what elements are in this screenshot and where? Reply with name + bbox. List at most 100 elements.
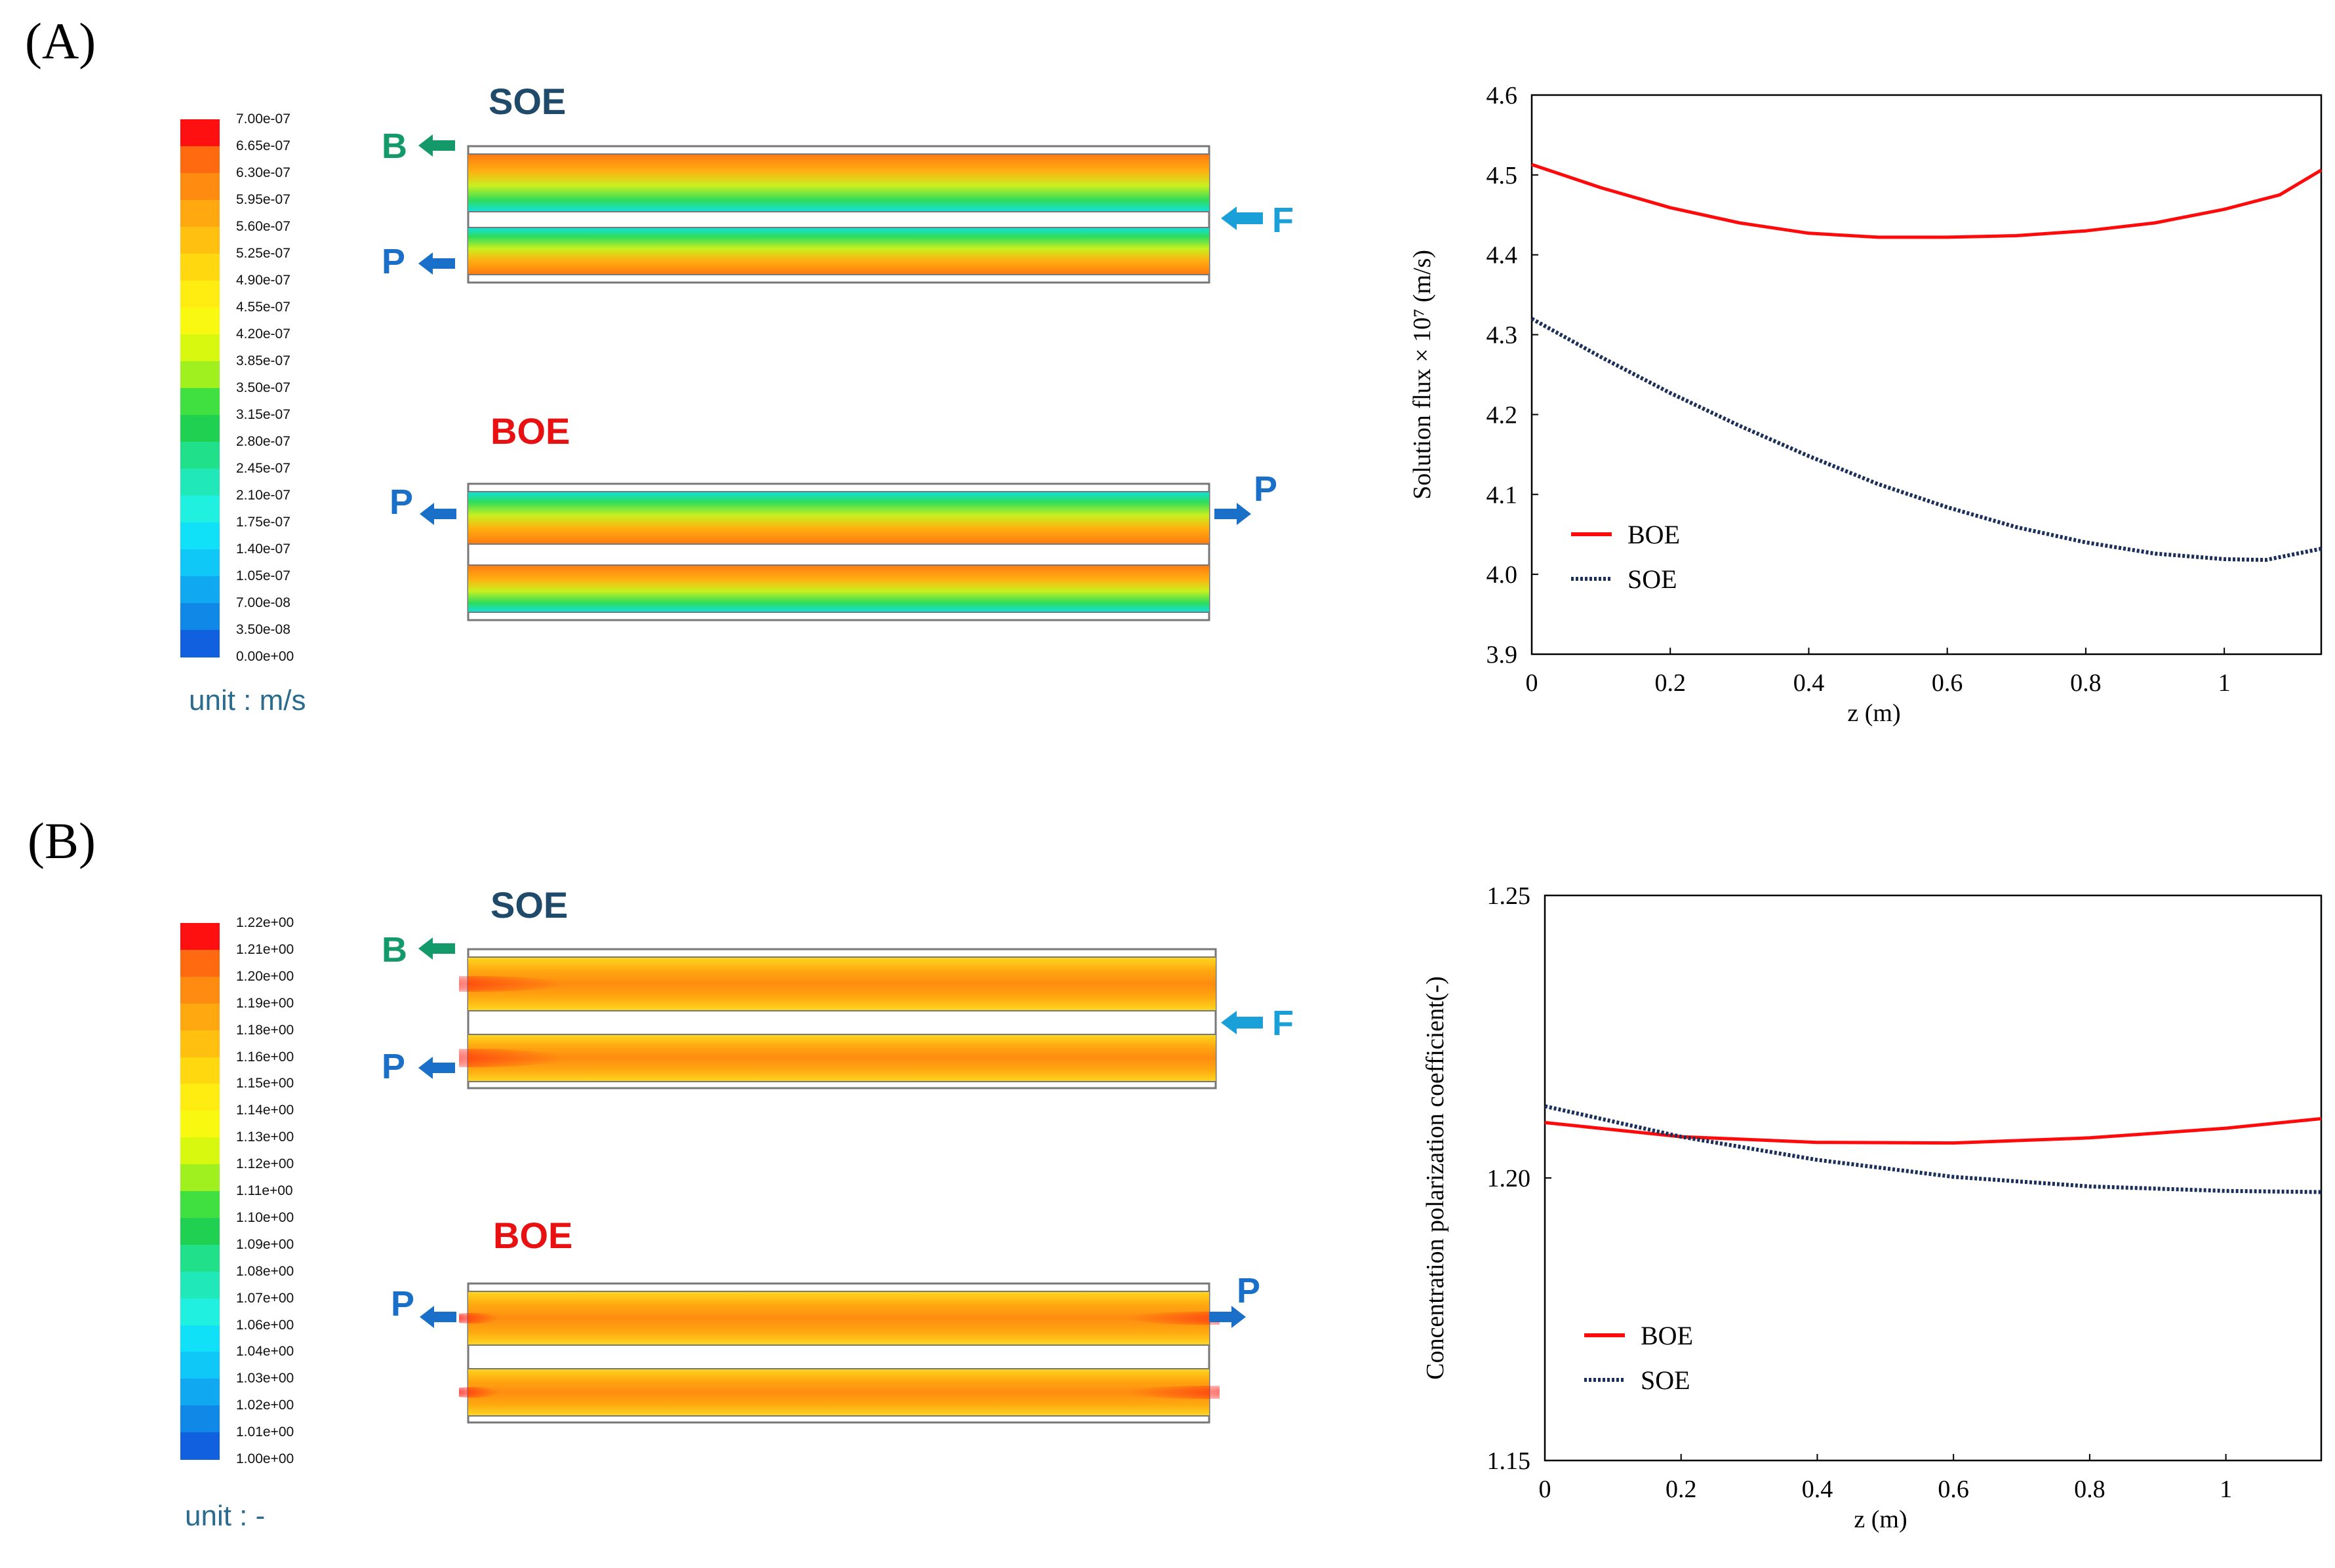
colorbar-swatch xyxy=(180,576,220,604)
colorbar-tick-label: 1.15e+00 xyxy=(236,1076,294,1091)
colorbar-swatch xyxy=(180,227,220,254)
colorbar-swatch xyxy=(180,442,220,469)
legend-label-soe: SOE xyxy=(1627,564,1677,594)
colorbar-swatch xyxy=(180,1217,220,1245)
colorbar-tick-label: 1.10e+00 xyxy=(236,1209,294,1225)
series-line-boe xyxy=(1544,1117,2322,1145)
colorbar-swatch xyxy=(180,388,220,416)
colorbar-tick-label: 1.07e+00 xyxy=(236,1290,294,1306)
y-tick-label: 4.0 xyxy=(1487,561,1518,589)
colorbar-tick-label: 1.12e+00 xyxy=(236,1156,294,1172)
colorbar-swatch xyxy=(180,1352,220,1380)
colorbar-swatch xyxy=(180,976,220,1004)
colorbar-tick-label: 1.40e-07 xyxy=(236,541,290,557)
soe-module-b xyxy=(459,948,1217,1089)
colorbar-tick-label: 6.65e-07 xyxy=(236,138,290,153)
x-tick-label: 0.2 xyxy=(1666,1476,1697,1503)
colorbar-swatch xyxy=(180,1110,220,1139)
soe-title-b: SOE xyxy=(490,884,569,926)
soe-b-permeate-port: P xyxy=(382,1047,406,1086)
x-tick-label: 0 xyxy=(1539,1476,1551,1503)
x-axis-label: z (m) xyxy=(1847,699,1900,727)
legend-label-soe: SOE xyxy=(1641,1365,1690,1395)
colorbar-tick-label: 1.22e+00 xyxy=(236,915,294,930)
colorbar-tick-label: 3.85e-07 xyxy=(236,353,290,368)
brine-arrow-a xyxy=(418,134,455,157)
boe-b-permeate-left: P xyxy=(391,1284,415,1323)
colorbar-swatch xyxy=(180,361,220,389)
colorbar-swatch xyxy=(180,1191,220,1219)
colorbar-swatch xyxy=(180,1084,220,1112)
colorbar-swatch xyxy=(180,1030,220,1058)
y-tick-label: 4.5 xyxy=(1487,162,1518,189)
colorbar-tick-label: 1.03e+00 xyxy=(236,1371,294,1386)
soe-a-permeate-port: P xyxy=(382,242,406,281)
colorbar-swatch xyxy=(180,1164,220,1192)
colorbar-tick-label: 1.05e-07 xyxy=(236,568,290,583)
colorbar-tick-label: 1.11e+00 xyxy=(236,1183,293,1198)
colorbar-swatch xyxy=(180,334,220,362)
colorbar-swatch xyxy=(180,1057,220,1085)
permeate-arrow-a-boe-right xyxy=(1214,503,1251,525)
panel-a-label: (A) xyxy=(25,12,96,69)
colorbar-tick-label: 1.75e-07 xyxy=(236,515,290,530)
colorbar-swatch xyxy=(180,1405,220,1434)
colorbar-swatch xyxy=(180,549,220,577)
colorbar-tick-label: 4.55e-07 xyxy=(236,300,290,315)
y-tick-label: 3.9 xyxy=(1487,641,1518,669)
series-line-boe xyxy=(1531,163,2323,239)
y-tick-label: 4.6 xyxy=(1487,82,1518,109)
colorbar-tick-label: 1.16e+00 xyxy=(236,1049,294,1065)
y-tick-label: 4.2 xyxy=(1487,401,1518,429)
y-tick-label: 1.25 xyxy=(1487,882,1531,910)
colorbar-tick-label: 6.30e-07 xyxy=(236,165,290,180)
colorbar-swatch xyxy=(180,923,220,951)
colorbar-swatch xyxy=(180,522,220,550)
colorbar-swatch xyxy=(180,949,220,977)
soe-title-a: SOE xyxy=(489,81,567,122)
colorbar-swatch xyxy=(180,1244,220,1272)
colorbar-swatch xyxy=(180,254,220,281)
y-tick-label: 4.1 xyxy=(1487,481,1518,509)
colorbar-tick-label: 7.00e-08 xyxy=(236,595,290,610)
x-tick-label: 0.2 xyxy=(1654,669,1686,697)
colorbar-tick-label: 2.10e-07 xyxy=(236,488,290,503)
colorbar-swatch xyxy=(180,630,220,657)
colorbar-tick-label: 1.14e+00 xyxy=(236,1103,294,1118)
colorbar-tick-label: 7.00e-07 xyxy=(236,111,290,127)
legend-label-boe: BOE xyxy=(1627,520,1680,549)
x-tick-label: 0 xyxy=(1526,669,1538,697)
colorbar-tick-label: 1.02e+00 xyxy=(236,1398,294,1413)
soe-b-brine-port: B xyxy=(382,930,407,970)
boe-b-permeate-right: P xyxy=(1237,1271,1261,1310)
colorbar-a-unit: unit : m/s xyxy=(189,684,306,716)
colorbar-tick-label: 3.50e-08 xyxy=(236,622,290,637)
colorbar-swatch xyxy=(180,1432,220,1460)
colorbar-swatch xyxy=(180,307,220,335)
permeate-arrow-a-soe xyxy=(418,252,455,275)
chart-b-concentration-polarization: 1.15 1.20 1.25 0 0.2 0.4 0.6 0.8 1 z (m) Concentra… xyxy=(1422,882,2323,1533)
brine-arrow-b xyxy=(418,937,455,960)
colorbar-swatch xyxy=(180,603,220,631)
feed-arrow-b xyxy=(1221,1011,1263,1034)
x-tick-label: 0.8 xyxy=(2070,669,2102,697)
colorbar-swatch xyxy=(180,173,220,201)
y-tick-label: 1.15 xyxy=(1487,1447,1531,1475)
colorbar-tick-label: 1.04e+00 xyxy=(236,1344,294,1360)
colorbar-tick-label: 1.00e+00 xyxy=(236,1451,294,1466)
colorbar-b-unit: unit : - xyxy=(185,1500,266,1532)
chart-a-solution-flux: 3.9 4.0 4.1 4.2 4.3 4.4 4.5 4.6 0 0.2 0.4 0.6 0.8 1 z … xyxy=(1408,82,2323,727)
soe-b-feed-port: F xyxy=(1272,1004,1294,1043)
colorbar-tick-label: 4.20e-07 xyxy=(236,326,290,342)
colorbar-tick-label: 2.45e-07 xyxy=(236,461,290,476)
colorbar-swatch xyxy=(180,1271,220,1299)
panel-b-label: (B) xyxy=(28,812,96,869)
colorbar-tick-label: 5.25e-07 xyxy=(236,246,290,261)
x-tick-label: 0.6 xyxy=(1938,1476,1969,1503)
colorbar-swatch xyxy=(180,1137,220,1166)
colorbar-tick-label: 1.18e+00 xyxy=(236,1022,294,1038)
feed-arrow-a xyxy=(1221,206,1263,230)
x-tick-label: 1 xyxy=(2220,1476,2232,1503)
colorbar-tick-label: 1.08e+00 xyxy=(236,1263,294,1279)
colorbar-swatch xyxy=(180,281,220,308)
